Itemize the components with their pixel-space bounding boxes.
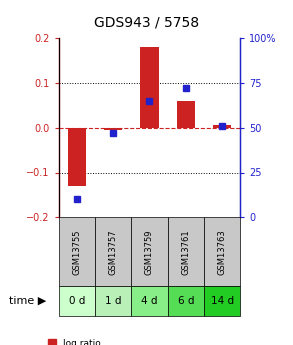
Text: GSM13759: GSM13759 [145,229,154,275]
Bar [59,286,95,316]
Text: GDS943 / 5758: GDS943 / 5758 [94,16,199,29]
Bar [213,125,231,128]
Bar [177,101,195,128]
Text: GSM13755: GSM13755 [72,229,81,275]
Text: 0 d: 0 d [69,296,85,306]
Text: GSM13757: GSM13757 [109,229,117,275]
Text: time ▶: time ▶ [9,296,46,306]
Bar [140,47,159,128]
Text: 6 d: 6 d [178,296,194,306]
Text: 1 d: 1 d [105,296,121,306]
Text: GSM13761: GSM13761 [181,229,190,275]
Bar [95,217,131,286]
Bar [204,286,240,316]
Text: 4 d: 4 d [141,296,158,306]
Bar [95,286,131,316]
Bar [131,217,168,286]
Text: 14 d: 14 d [211,296,234,306]
Bar [168,286,204,316]
Bar [59,217,95,286]
Text: GSM13763: GSM13763 [218,229,226,275]
Bar [131,286,168,316]
Bar [104,128,122,130]
Bar [68,128,86,186]
Bar [204,217,240,286]
Bar [168,217,204,286]
Legend: log ratio, percentile rank within the sample: log ratio, percentile rank within the sa… [48,339,216,345]
